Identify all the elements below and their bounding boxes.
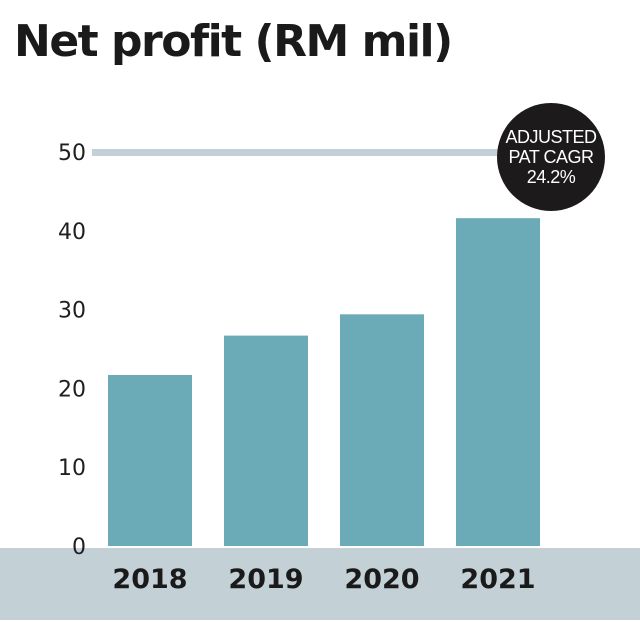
y-tick-label: 30 [58, 299, 86, 324]
x-tick-label: 2021 [460, 564, 535, 595]
y-tick-label: 40 [58, 220, 86, 245]
cagr-badge: ADJUSTED PAT CAGR 24.2% [497, 103, 605, 211]
y-tick-label: 50 [58, 141, 86, 166]
bar-2020 [340, 314, 424, 546]
badge-line-3: 24.2% [526, 167, 576, 187]
y-tick-label: 10 [58, 456, 86, 481]
x-axis-band [0, 548, 640, 620]
bar-2019 [224, 335, 308, 546]
bar-2021 [456, 218, 540, 546]
bar-2018 [108, 375, 192, 546]
y-tick-label: 0 [72, 535, 86, 560]
badge-line-1: ADJUSTED [505, 127, 597, 147]
x-tick-label: 2020 [344, 564, 419, 595]
y-tick-label: 20 [58, 377, 86, 402]
reference-line-max [92, 149, 512, 156]
x-tick-label: 2019 [228, 564, 303, 595]
x-tick-label: 2018 [112, 564, 187, 595]
chart-title: Net profit (RM mil) [14, 16, 453, 67]
badge-line-2: PAT CAGR [508, 147, 594, 167]
